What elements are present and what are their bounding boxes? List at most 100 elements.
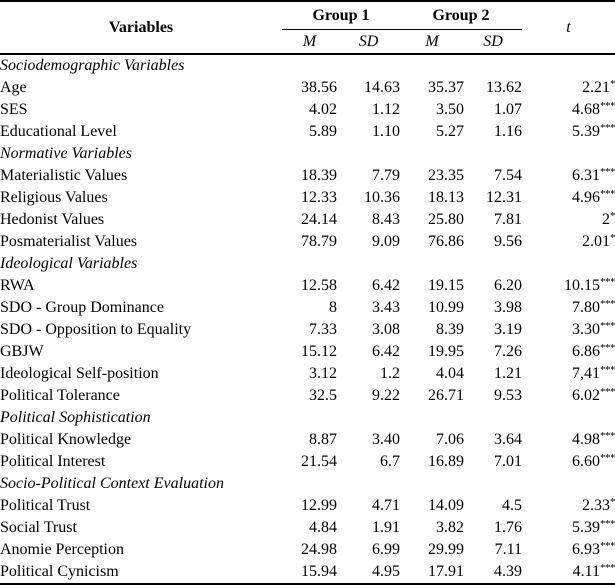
section-row: Ideological Variables — [0, 253, 615, 275]
variable-label: Ideological Self-position — [0, 365, 159, 382]
t-value: 4.98*** — [522, 429, 615, 451]
group1-mean: 38.56 — [301, 79, 337, 96]
group1-sd: 9.22 — [372, 387, 400, 404]
section-title: Normative Variables — [0, 145, 132, 162]
group1-sd: 4.71 — [372, 497, 400, 514]
group2-sd: 3.98 — [494, 299, 522, 316]
significance-stars: *** — [600, 166, 615, 178]
t-value: 6.60*** — [522, 451, 615, 473]
data-row: Posmaterialist Values 78.79 9.09 76.86 9.56 2… — [0, 231, 615, 253]
table-header: Variables Group 1 Group 2 t M SD M SD — [0, 1, 615, 54]
group1-sd: 1.10 — [372, 123, 400, 140]
group1-mean: 8.87 — [309, 431, 337, 448]
group1-mean: 4.84 — [309, 519, 337, 536]
header-row-groups: Variables Group 1 Group 2 t — [0, 1, 615, 35]
group2-mean: 25.80 — [428, 211, 464, 228]
data-row: Anomie Perception 24.98 6.99 29.99 7.11 6.93*… — [0, 539, 615, 561]
variable-label: SDO - Opposition to Equality — [0, 321, 192, 338]
t-value-number: 2.21 — [582, 79, 610, 96]
group1-sd: 3.40 — [372, 431, 400, 448]
t-value: 6.02*** — [522, 385, 615, 407]
variable-label: SES — [0, 101, 28, 118]
group1-mean: 12.58 — [301, 277, 337, 294]
t-value: 2.01* — [522, 231, 615, 253]
group2-mean: 8.39 — [436, 321, 464, 338]
group1-sd: 6.42 — [372, 277, 400, 294]
t-value: 6.93*** — [522, 539, 615, 561]
variable-label: Political Tolerance — [0, 387, 120, 404]
column-header-group1-sd: SD — [358, 32, 379, 50]
data-row: Political Knowledge 8.87 3.40 7.06 3.64 4.98*… — [0, 429, 615, 451]
group1-mean: 12.33 — [301, 189, 337, 206]
variable-label: Materialistic Values — [0, 167, 128, 184]
data-row: SES 4.02 1.12 3.50 1.07 4.68*** — [0, 99, 615, 121]
group2-sd: 4.39 — [494, 563, 522, 580]
group2-sd: 7.26 — [494, 343, 522, 360]
data-row: SDO - Opposition to Equality 7.33 3.08 8.39… — [0, 319, 615, 341]
group1-mean: 24.98 — [301, 541, 337, 558]
t-value-number: 7.80 — [572, 299, 600, 316]
variable-label: Posmaterialist Values — [0, 233, 138, 250]
column-header-variables: Variables — [108, 18, 174, 36]
t-value: 2* — [522, 209, 615, 231]
group2-mean: 26.71 — [428, 387, 464, 404]
group2-mean: 3.82 — [436, 519, 464, 536]
significance-stars: * — [610, 496, 615, 508]
significance-stars: *** — [600, 386, 615, 398]
group1-mean: 15.12 — [301, 343, 337, 360]
t-value-number: 6.93 — [572, 541, 600, 558]
group2-mean: 10.99 — [428, 299, 464, 316]
significance-stars: *** — [600, 298, 615, 310]
section-title: Sociodemographic Variables — [0, 57, 185, 74]
section-title: Ideological Variables — [0, 255, 138, 272]
t-value: 5.39*** — [522, 517, 615, 539]
t-value-number: 5.39 — [572, 123, 600, 140]
t-value: 6.31*** — [522, 165, 615, 187]
group1-sd: 8.43 — [372, 211, 400, 228]
group2-sd: 7.01 — [494, 453, 522, 470]
group2-sd: 1.16 — [494, 123, 522, 140]
group2-mean: 35.37 — [428, 79, 464, 96]
group2-mean: 19.95 — [428, 343, 464, 360]
section-row: Sociodemographic Variables — [0, 54, 615, 77]
data-row: Political Trust 12.99 4.71 14.09 4.5 2.33* — [0, 495, 615, 517]
group2-sd: 3.19 — [494, 321, 522, 338]
significance-stars: *** — [600, 342, 615, 354]
column-header-t: t — [566, 18, 571, 36]
group2-sd: 1.07 — [494, 101, 522, 118]
t-value: 10.15*** — [522, 275, 615, 297]
variable-label: Anomie Perception — [0, 541, 124, 558]
table-body: Sociodemographic Variables Age 38.56 14.63 3… — [0, 54, 615, 584]
t-value: 7.80*** — [522, 297, 615, 319]
group2-sd: 7.11 — [494, 541, 522, 558]
group1-mean: 24.14 — [301, 211, 337, 228]
group1-mean: 3.12 — [309, 365, 337, 382]
group2-sd: 3.64 — [494, 431, 522, 448]
group2-mean: 18.13 — [428, 189, 464, 206]
significance-stars: *** — [600, 276, 615, 288]
group1-mean: 18.39 — [301, 167, 337, 184]
group1-sd: 1.2 — [380, 365, 400, 382]
data-row: GBJW 15.12 6.42 19.95 7.26 6.86*** — [0, 341, 615, 363]
t-value-number: 10.15 — [564, 277, 600, 294]
variable-label: Hedonist Values — [0, 211, 105, 228]
section-row: Normative Variables — [0, 143, 615, 165]
column-header-group1-m: M — [302, 32, 317, 50]
group2-sd: 7.54 — [494, 167, 522, 184]
group2-sd: 9.56 — [494, 233, 522, 250]
variable-label: GBJW — [0, 343, 44, 360]
t-value-number: 6.86 — [572, 343, 600, 360]
column-header-group2-sd: SD — [483, 32, 503, 50]
data-row: Materialistic Values 18.39 7.79 23.35 7.54 6.… — [0, 165, 615, 187]
t-value: 2.33* — [522, 495, 615, 517]
variable-label: Political Knowledge — [0, 431, 132, 448]
t-value-number: 7,41 — [572, 365, 600, 382]
group1-mean: 8 — [329, 299, 337, 316]
column-header-group2-m: M — [425, 32, 439, 50]
group1-mean: 4.02 — [309, 101, 337, 118]
t-value: 4.68*** — [522, 99, 615, 121]
t-value: 6.86*** — [522, 341, 615, 363]
group2-mean: 76.86 — [428, 233, 464, 250]
data-row: Political Tolerance 32.5 9.22 26.71 9.53 6.02… — [0, 385, 615, 407]
group2-mean: 5.27 — [436, 123, 464, 140]
